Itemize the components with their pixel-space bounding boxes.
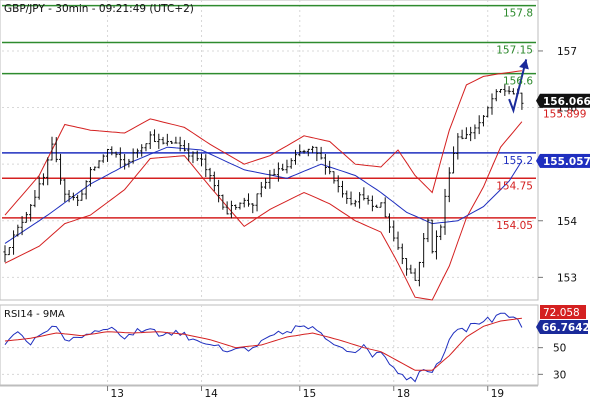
price-grid bbox=[2, 0, 536, 300]
projection-path bbox=[508, 59, 528, 114]
moving-average bbox=[4, 146, 523, 244]
rsi-value-badge bbox=[540, 320, 588, 334]
rsi-lines bbox=[4, 312, 523, 383]
price-bars bbox=[3, 84, 524, 287]
price-tick-label: 157 bbox=[557, 46, 577, 58]
level-label: 155.2 bbox=[503, 155, 533, 167]
day-label: 14 bbox=[205, 388, 219, 400]
level-label: 154.05 bbox=[496, 220, 533, 232]
price-panel: 157.8 157.15 156.6 155.2 154.75 154.05 GBP/JP… bbox=[0, 0, 539, 301]
day-label: 19 bbox=[491, 388, 504, 400]
projection-arrowhead bbox=[519, 59, 529, 70]
ma-value-label: 155.057 bbox=[543, 156, 590, 168]
day-label: 13 bbox=[111, 388, 124, 400]
time-axis: 13 14 15 18 19 bbox=[0, 385, 538, 400]
ma-value-badge bbox=[540, 153, 590, 168]
rsi-value: 66.7642 bbox=[542, 322, 590, 334]
rsi-axis: 30 50 72.058 66.7642 bbox=[536, 305, 590, 381]
day-label: 15 bbox=[303, 388, 316, 400]
level-labels: 157.8 157.15 156.6 155.2 154.75 154.05 bbox=[496, 8, 533, 232]
reference-price-label: 155.899 bbox=[543, 108, 586, 120]
last-price-badge bbox=[540, 93, 590, 108]
rsi-value-pointer bbox=[536, 320, 540, 334]
rsi-grid bbox=[2, 305, 536, 385]
price-tick-label: 153 bbox=[557, 272, 577, 284]
rsi-tick-label: 30 bbox=[553, 369, 566, 381]
day-label: 18 bbox=[397, 388, 410, 400]
rsi-panel: RSI14 - 9MA bbox=[0, 304, 539, 386]
rsi-title: RSI14 - 9MA bbox=[4, 309, 65, 320]
level-label: 154.75 bbox=[496, 180, 533, 192]
ma-value-pointer bbox=[536, 153, 540, 168]
level-label: 156.6 bbox=[503, 76, 533, 88]
rsi-tick-label: 50 bbox=[553, 343, 566, 355]
rsi-ma-badge bbox=[540, 305, 586, 319]
last-price-label: 156.066 bbox=[543, 96, 590, 108]
level-label: 157.8 bbox=[503, 8, 533, 20]
support-resistance-levels bbox=[2, 4, 536, 219]
chart-title: GBP/JPY - 30min - 09:21:49 (UTC+2) bbox=[4, 3, 194, 15]
bollinger-bands bbox=[4, 70, 523, 301]
rsi-ma-value: 72.058 bbox=[543, 307, 580, 319]
price-tick-label: 154 bbox=[557, 216, 577, 228]
bollinger-upper bbox=[4, 70, 522, 216]
level-label: 157.15 bbox=[496, 44, 533, 56]
projection-arrow bbox=[508, 59, 529, 114]
rsi-series-9ma bbox=[4, 317, 522, 371]
last-price-pointer bbox=[536, 93, 540, 108]
bollinger-lower bbox=[4, 121, 523, 301]
